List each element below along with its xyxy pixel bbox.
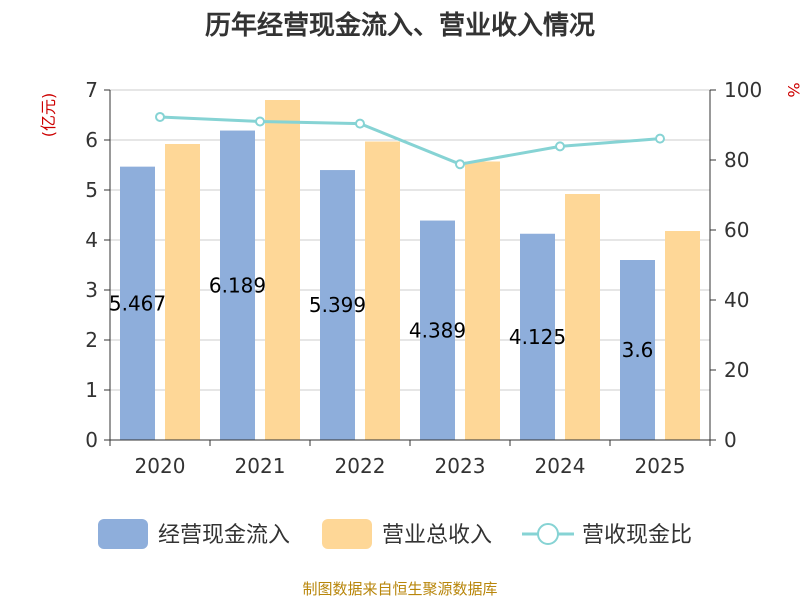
bar-cash-inflow <box>520 233 555 440</box>
legend-label-revenue: 营业总收入 <box>382 523 492 548</box>
data-label: 6.189 <box>209 273 266 297</box>
data-label: 4.125 <box>509 325 566 349</box>
ratio-point <box>255 116 265 127</box>
x-tick-label: 2020 <box>135 454 186 478</box>
axes: 0 1 2 3 4 5 6 7 0 20 40 60 80 100 2020 2021 2022 2023 2024… <box>85 78 762 478</box>
data-label: 5.399 <box>309 293 366 317</box>
ratio-point <box>655 133 665 144</box>
ratio-point <box>455 159 465 170</box>
bar-revenue <box>365 141 400 440</box>
data-label: 5.467 <box>109 291 166 315</box>
data-labels: 5.467 6.189 5.399 4.389 4.125 3.6 <box>109 273 654 362</box>
ratio-line-path <box>159 115 661 166</box>
y-right-tick-label: 80 <box>724 148 749 172</box>
y-right-unit: % <box>784 82 800 97</box>
bar-revenue <box>165 144 200 440</box>
bar-cash-inflow <box>620 260 655 440</box>
y-left-tick-label: 6 <box>85 128 98 152</box>
bar-cash-inflow <box>120 166 155 440</box>
chart-title: 历年经营现金流入、营业收入情况 <box>205 10 595 41</box>
x-tick-label: 2025 <box>635 454 686 478</box>
y-left-unit: (亿元) <box>39 93 58 138</box>
y-left-tick-label: 5 <box>85 178 98 202</box>
y-right-tick-label: 40 <box>724 288 749 312</box>
y-left-tick-label: 0 <box>85 428 98 452</box>
bar-cash-inflow <box>320 170 355 441</box>
x-tick-label: 2023 <box>435 454 486 478</box>
legend-swatch-ratio-marker <box>537 523 559 545</box>
bar-revenue <box>565 194 600 440</box>
bar-cash-inflow <box>220 130 255 441</box>
legend: 经营现金流入 营业总收入 营收现金比 <box>98 519 692 549</box>
x-tick-label: 2022 <box>335 454 386 478</box>
ratio-line <box>155 111 665 170</box>
bars <box>120 100 700 441</box>
grid-lines <box>110 89 710 441</box>
y-left-tick-label: 1 <box>85 378 98 402</box>
y-left-tick-label: 3 <box>85 278 98 302</box>
ratio-point <box>355 118 365 129</box>
x-tick-label: 2024 <box>535 454 586 478</box>
y-left-tick-label: 4 <box>85 228 98 252</box>
x-tick-label: 2021 <box>235 454 286 478</box>
ratio-point <box>155 111 165 122</box>
ratio-point <box>555 141 565 152</box>
y-left-tick-label: 2 <box>85 328 98 352</box>
bar-revenue <box>665 231 700 440</box>
legend-swatch-revenue <box>322 519 372 549</box>
y-right-tick-label: 0 <box>724 428 737 452</box>
y-right-tick-label: 20 <box>724 358 749 382</box>
bar-revenue <box>265 100 300 440</box>
legend-swatch-cash-inflow <box>98 519 148 549</box>
y-left-tick-label: 7 <box>85 78 98 102</box>
bar-revenue <box>465 161 500 440</box>
source-note: 制图数据来自恒生聚源数据库 <box>302 580 497 598</box>
data-label: 3.6 <box>622 338 654 362</box>
legend-label-cash-inflow: 经营现金流入 <box>158 523 290 548</box>
y-right-tick-label: 60 <box>724 218 749 242</box>
data-label: 4.389 <box>409 318 466 342</box>
legend-label-ratio: 营收现金比 <box>582 523 692 548</box>
y-right-tick-label: 100 <box>724 78 762 102</box>
bar-cash-inflow <box>420 220 455 440</box>
